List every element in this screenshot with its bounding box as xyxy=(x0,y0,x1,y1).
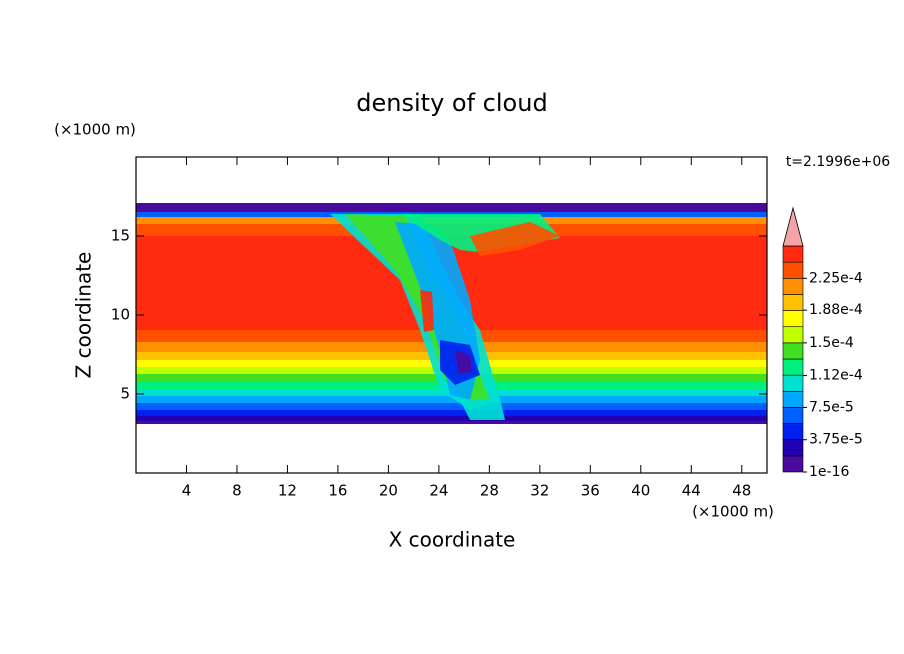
x-axis-label: X coordinate xyxy=(389,528,516,552)
x-tick-label: 36 xyxy=(581,482,600,500)
x-tick-label: 40 xyxy=(631,482,650,500)
y-tick-label: 15 xyxy=(111,227,130,245)
contour-band xyxy=(136,416,767,421)
x-tick-label: 16 xyxy=(328,482,347,500)
x-tick-label: 24 xyxy=(429,482,448,500)
contour-region xyxy=(455,350,472,374)
y-tick-label: 5 xyxy=(120,385,130,403)
colorbar-tick-label: 2.25e-4 xyxy=(809,270,863,286)
colorbar-band xyxy=(782,455,804,473)
colorbar-band xyxy=(782,374,804,392)
colorbar-tick-label: 1.12e-4 xyxy=(809,368,863,384)
colorbar-band xyxy=(782,342,804,360)
colorbar-band xyxy=(782,439,804,457)
contour-region xyxy=(420,290,434,332)
colorbar-over xyxy=(782,206,804,247)
colorbar-band xyxy=(782,245,804,263)
colorbar-band xyxy=(782,326,804,344)
colorbar-band xyxy=(782,294,804,311)
colorbar-tick-label: 7.5e-5 xyxy=(809,399,854,415)
x-tick-label: 8 xyxy=(232,482,242,500)
x-tick-label: 44 xyxy=(682,482,701,500)
contour-band xyxy=(136,403,767,410)
y-unit: (×1000 m) xyxy=(54,121,136,139)
colorbar-band xyxy=(782,277,804,295)
x-tick-label: 28 xyxy=(480,482,499,500)
time-annotation: t=2.1996e+06 xyxy=(786,154,890,170)
colorbar-tick-label: 3.75e-5 xyxy=(809,432,863,448)
colorbar-band xyxy=(782,423,804,441)
colorbar-band xyxy=(782,261,804,279)
x-tick-label: 32 xyxy=(530,482,549,500)
x-tick-label: 4 xyxy=(182,482,192,500)
colorbar-band xyxy=(782,310,804,328)
colorbar-tick-label: 1e-16 xyxy=(809,464,849,480)
contour-band xyxy=(136,396,767,403)
x-tick-label: 48 xyxy=(732,482,751,500)
colorbar-tick-label: 1.5e-4 xyxy=(809,335,854,351)
y-axis-label: Z coordinate xyxy=(72,252,96,379)
contour-band xyxy=(136,421,767,424)
x-tick-label: 12 xyxy=(278,482,297,500)
chart-title: density of cloud xyxy=(356,89,547,117)
colorbar-band xyxy=(782,358,804,376)
colorbar-band xyxy=(782,390,804,408)
y-tick-label: 10 xyxy=(111,306,130,324)
colorbar-band xyxy=(782,407,804,424)
contour-band xyxy=(136,203,767,212)
contour-region xyxy=(460,398,505,420)
colorbar-tick-label: 1.88e-4 xyxy=(809,302,863,318)
x-tick-label: 20 xyxy=(379,482,398,500)
x-unit: (×1000 m) xyxy=(692,503,774,521)
contour-region xyxy=(470,222,560,256)
contour-band xyxy=(136,410,767,416)
